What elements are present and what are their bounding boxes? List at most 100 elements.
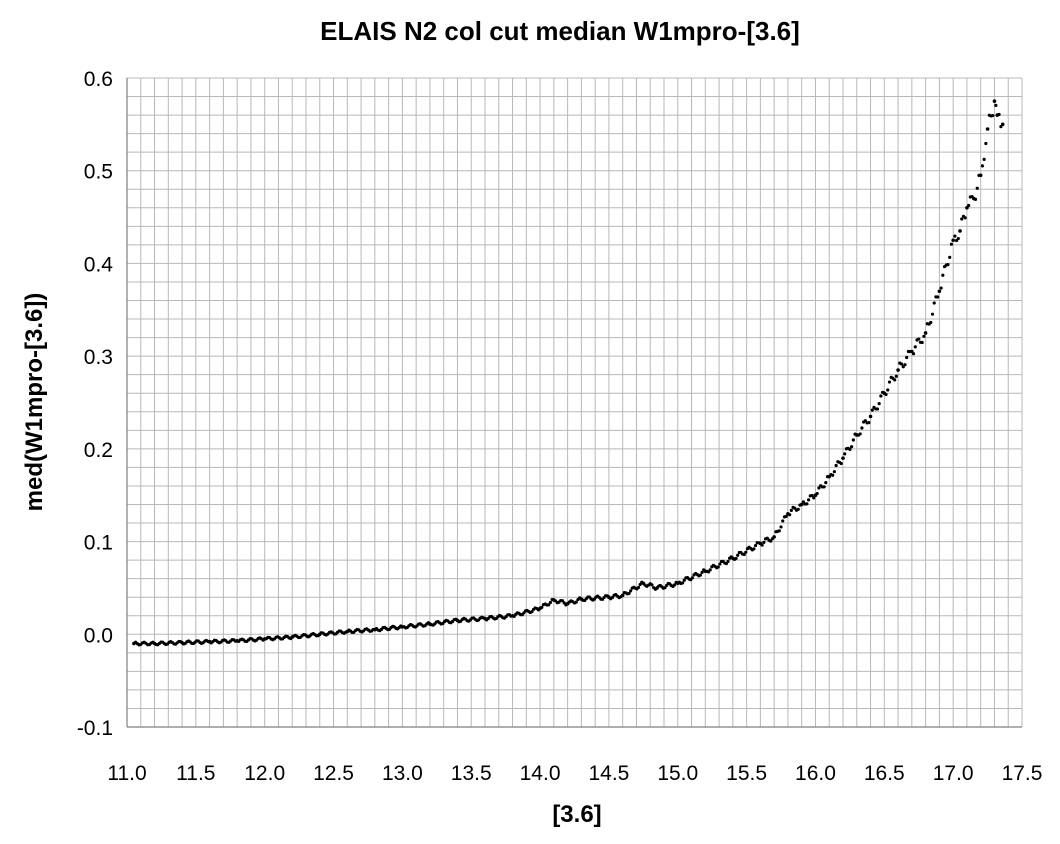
data-point [672, 583, 677, 587]
data-point [726, 559, 730, 564]
x-tick-label: 16.5 [864, 762, 905, 785]
data-point [991, 113, 995, 118]
data-point [779, 525, 783, 529]
data-point [930, 312, 935, 316]
data-point [893, 378, 897, 382]
data-point [548, 600, 553, 605]
data-point [805, 502, 809, 506]
data-point [870, 408, 874, 412]
data-point [824, 481, 828, 485]
chart-title: ELAIS N2 col cut median W1mpro-[3.6] [320, 16, 800, 46]
y-tick-label: -0.1 [77, 717, 113, 740]
y-tick-label: 0.5 [84, 161, 113, 184]
data-point [949, 242, 954, 246]
data-point [716, 565, 720, 569]
data-point [530, 609, 534, 614]
y-tick-label: 0.2 [84, 439, 113, 462]
x-tick-label: 14.0 [520, 762, 561, 785]
data-point [638, 582, 642, 587]
data-point [992, 99, 997, 103]
data-point [822, 485, 826, 489]
data-point [965, 206, 969, 210]
data-point [815, 491, 819, 496]
data-point [978, 173, 983, 178]
data-point [629, 589, 633, 593]
data-point [843, 452, 847, 456]
data-point [939, 286, 943, 290]
data-point [984, 141, 988, 146]
data-point [948, 255, 952, 259]
data-point [762, 540, 766, 544]
data-point [781, 519, 785, 523]
data-point [850, 445, 854, 449]
data-point [886, 388, 890, 392]
data-point [560, 599, 565, 603]
data-point [963, 216, 967, 220]
data-point [547, 603, 551, 607]
data-point [863, 419, 867, 423]
data-point [997, 112, 1001, 117]
data-point [960, 217, 964, 221]
data-point [627, 591, 631, 596]
data-point [801, 500, 806, 504]
data-point [788, 513, 792, 517]
y-tick-label: 0.4 [84, 253, 114, 276]
data-point [734, 556, 738, 561]
data-point [574, 600, 578, 604]
data-point [772, 535, 776, 539]
data-point [867, 421, 871, 425]
x-tick-label: 12.0 [244, 762, 285, 785]
data-point [920, 340, 924, 345]
data-point [681, 581, 685, 585]
data-point [879, 394, 883, 398]
data-point [540, 605, 544, 609]
data-point [899, 362, 904, 366]
data-point [839, 461, 843, 466]
data-point [742, 552, 746, 557]
data-point [777, 529, 781, 533]
data-point [956, 236, 960, 241]
data-point [896, 368, 900, 372]
y-tick-label: 0.6 [84, 68, 113, 91]
data-point [620, 593, 625, 598]
x-tick-label: 13.5 [451, 762, 492, 785]
data-point [860, 426, 864, 430]
data-point [796, 507, 800, 511]
data-point [905, 355, 909, 360]
data-point [831, 473, 835, 477]
data-point [663, 586, 667, 590]
data-point [806, 498, 811, 502]
data-point [753, 543, 758, 548]
data-point [936, 295, 940, 299]
data-point [848, 447, 852, 452]
data-point [636, 585, 641, 590]
x-tick-label: 12.5 [313, 762, 354, 785]
x-tick-label: 17.0 [933, 762, 974, 785]
data-point [975, 186, 979, 190]
data-point [953, 234, 957, 238]
data-point [903, 363, 907, 367]
data-point [812, 496, 816, 500]
data-point [951, 238, 955, 243]
data-point [868, 414, 873, 419]
x-tick-label: 11.0 [107, 762, 146, 785]
data-point [913, 345, 917, 349]
data-point [817, 486, 821, 490]
grid [126, 77, 1023, 728]
data-point [929, 320, 933, 325]
data-point [841, 456, 845, 460]
data-points [132, 99, 1005, 647]
data-point [858, 432, 862, 436]
data-point [718, 562, 722, 566]
data-point [700, 570, 704, 574]
data-point [799, 502, 804, 507]
y-tick-label: 0.0 [84, 624, 113, 647]
axes [126, 78, 1022, 728]
data-point [760, 543, 764, 547]
data-point [932, 301, 936, 305]
y-tick-label: 0.3 [84, 346, 113, 369]
x-tick-label: 15.5 [726, 762, 767, 785]
data-point [994, 103, 998, 107]
data-point [736, 553, 740, 557]
